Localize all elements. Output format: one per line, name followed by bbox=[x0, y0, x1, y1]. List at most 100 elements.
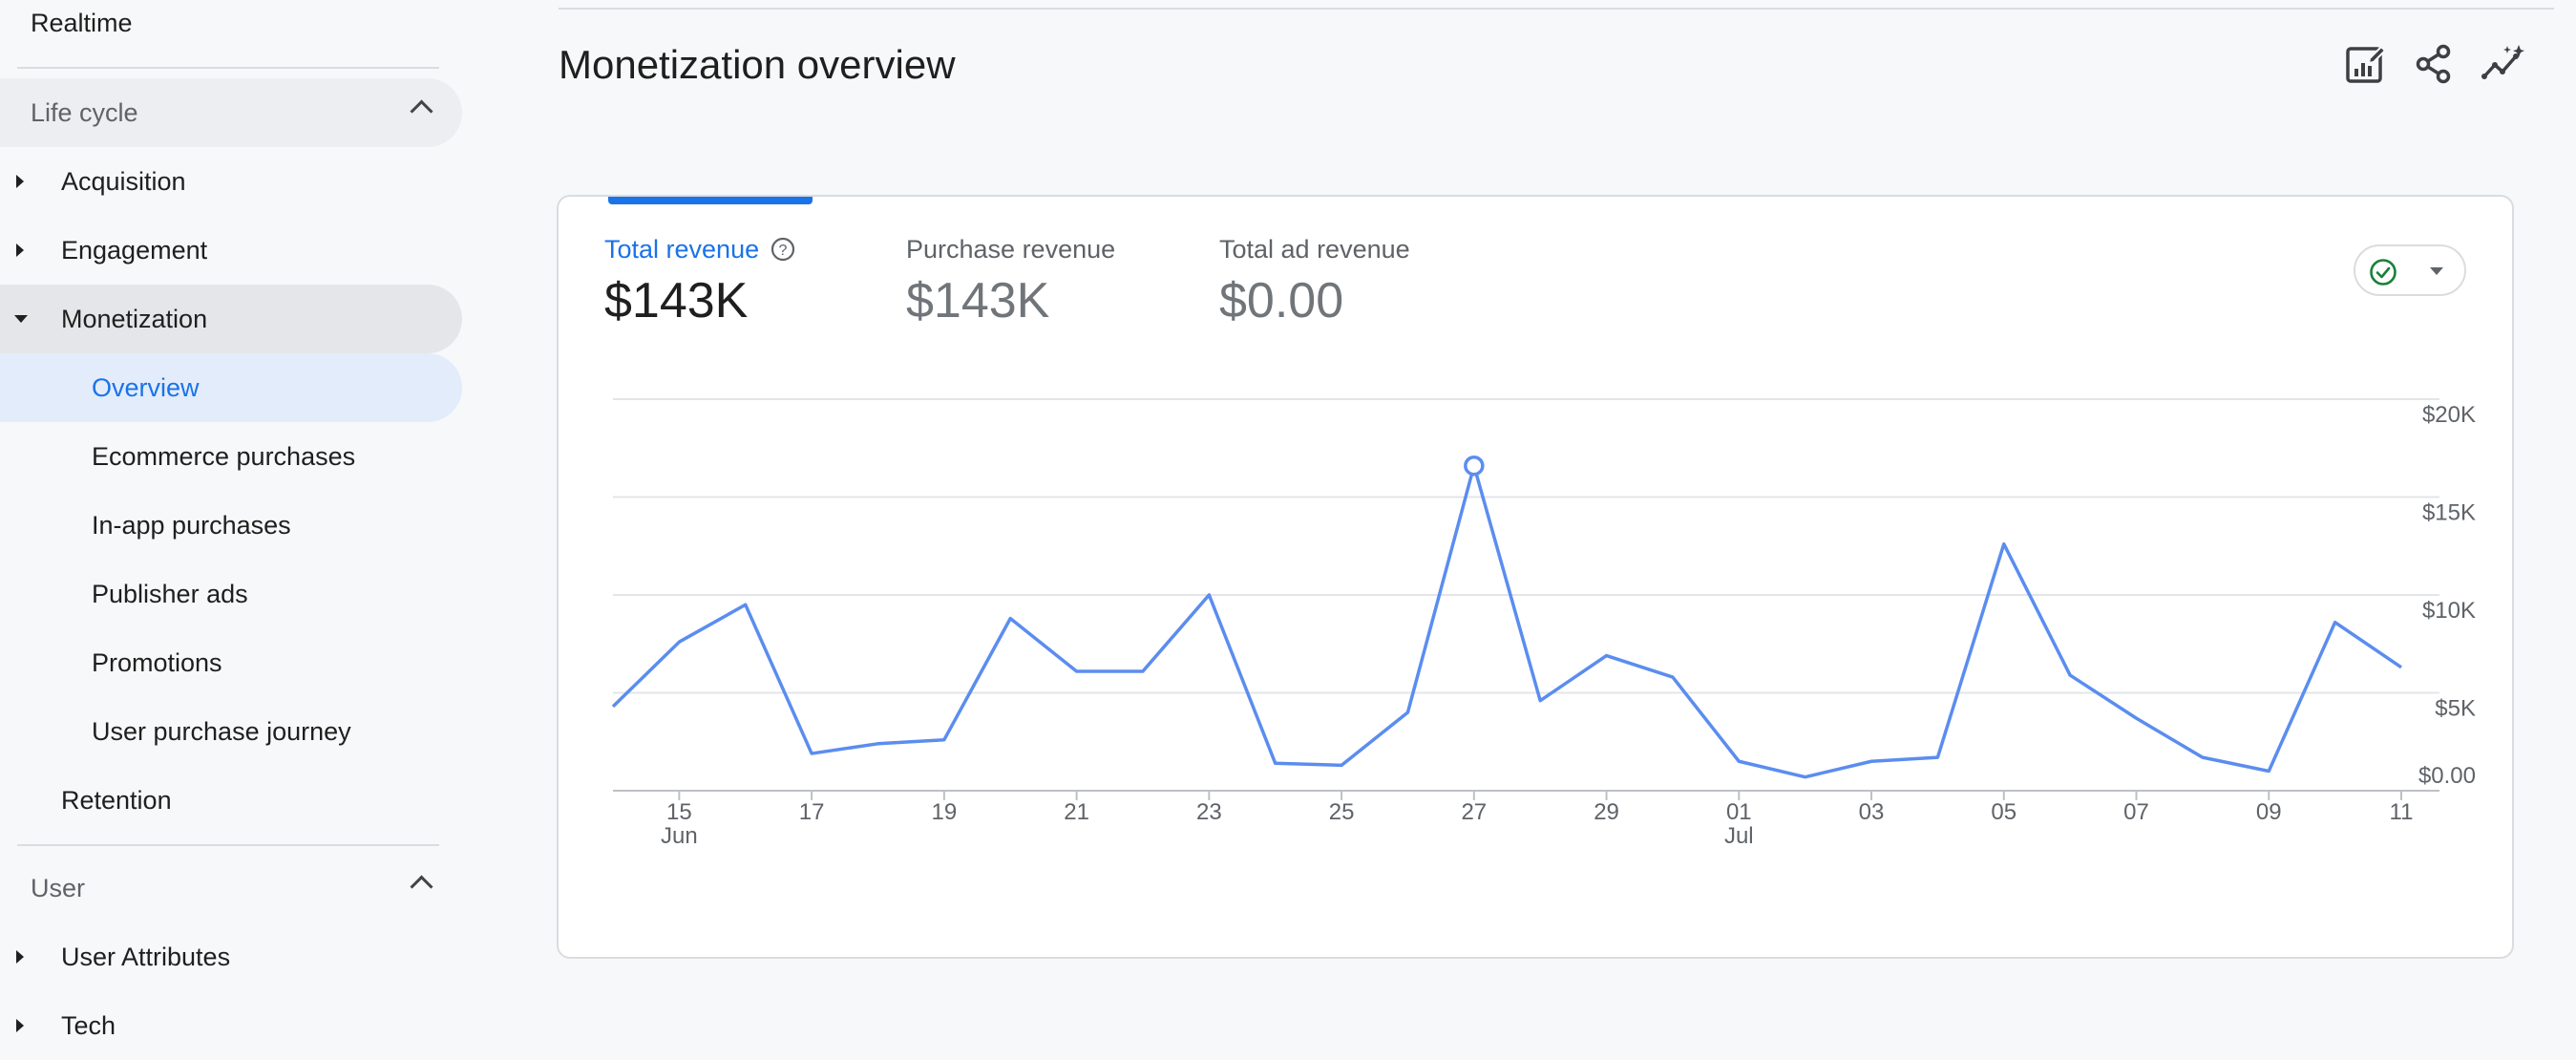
data-point bbox=[2001, 541, 2007, 547]
sidebar-section-user[interactable]: User bbox=[0, 854, 462, 922]
metric-value: $143K bbox=[604, 273, 749, 329]
y-tick-label: $5K bbox=[2435, 696, 2476, 722]
x-tick-sublabel: Jun bbox=[661, 823, 698, 849]
metric-label-container: Total revenue? bbox=[604, 235, 795, 265]
caret-right-icon bbox=[16, 244, 24, 257]
x-tick-label: 07 bbox=[2123, 799, 2149, 825]
y-tick-label: $10K bbox=[2422, 598, 2476, 624]
data-point bbox=[1339, 762, 1344, 768]
data-point bbox=[1934, 754, 1940, 760]
revenue-card: Total revenue? $143K Purchase revenue $1… bbox=[557, 195, 2514, 959]
x-tick-label: 23 bbox=[1196, 799, 1222, 825]
metric-label: Purchase revenue bbox=[906, 235, 1116, 264]
sidebar-item-label: User Attributes bbox=[61, 942, 231, 971]
sidebar-divider bbox=[17, 844, 439, 846]
sidebar-item-monetization[interactable]: Monetization bbox=[0, 285, 462, 353]
x-tick-label: 25 bbox=[1329, 799, 1355, 825]
caret-down-icon bbox=[14, 315, 28, 323]
sidebar-item-overview[interactable]: Overview bbox=[0, 353, 462, 422]
sidebar-item-label: Engagement bbox=[61, 235, 208, 265]
data-point bbox=[1140, 668, 1146, 674]
x-tick-label: 29 bbox=[1594, 799, 1619, 825]
data-point bbox=[2266, 769, 2271, 774]
sidebar-item-label: Tech bbox=[61, 1010, 116, 1040]
edit-report-icon[interactable] bbox=[2343, 42, 2387, 86]
check-circle-icon bbox=[2369, 258, 2397, 286]
share-icon[interactable] bbox=[2412, 42, 2456, 86]
data-point bbox=[610, 704, 616, 710]
data-point bbox=[1869, 758, 1874, 764]
x-tick-label: 19 bbox=[932, 799, 958, 825]
metric-label: Total revenue bbox=[604, 235, 760, 264]
data-point bbox=[1074, 668, 1080, 674]
sidebar-item-engagement[interactable]: Engagement bbox=[0, 216, 462, 285]
sidebar-item-label: In-app purchases bbox=[92, 510, 291, 540]
x-tick-sublabel: Jul bbox=[1724, 823, 1754, 849]
data-point bbox=[2398, 665, 2404, 670]
x-tick-label: 17 bbox=[799, 799, 825, 825]
metric-total-revenue[interactable]: Total revenue? $143K bbox=[604, 235, 795, 329]
dropdown-arrow-icon bbox=[2430, 267, 2443, 275]
sidebar-item-in-app-purchases[interactable]: In-app purchases bbox=[0, 491, 462, 560]
sidebar-item-user-purchase-journey[interactable]: User purchase journey bbox=[0, 697, 462, 766]
data-point bbox=[1803, 774, 1808, 780]
sidebar-item-tech[interactable]: Tech bbox=[0, 991, 462, 1060]
sidebar-item-label: Acquisition bbox=[61, 166, 186, 196]
data-point bbox=[2134, 715, 2140, 721]
data-point bbox=[1007, 616, 1013, 622]
series-line bbox=[611, 463, 2402, 779]
comparison-dropdown-button[interactable] bbox=[2354, 244, 2466, 296]
x-tick-label: 21 bbox=[1064, 799, 1089, 825]
data-point bbox=[743, 602, 749, 607]
sidebar-item-promotions[interactable]: Promotions bbox=[0, 628, 462, 697]
x-tick-label: 05 bbox=[1991, 799, 2016, 825]
metric-purchase-revenue[interactable]: Purchase revenue $143K bbox=[906, 235, 1115, 329]
sidebar-item-ecommerce-purchases[interactable]: Ecommerce purchases bbox=[0, 422, 462, 491]
top-divider bbox=[559, 8, 2554, 10]
sidebar-section-lifecycle[interactable]: Life cycle bbox=[0, 78, 462, 147]
data-point bbox=[2333, 620, 2338, 625]
data-point bbox=[1604, 653, 1610, 659]
data-point bbox=[676, 639, 682, 645]
insights-icon[interactable] bbox=[2481, 42, 2524, 86]
metric-value: $143K bbox=[906, 273, 1050, 329]
y-tick-label: $0.00 bbox=[2418, 763, 2476, 789]
sidebar-item-label: Ecommerce purchases bbox=[92, 441, 356, 471]
section-title: Life cycle bbox=[31, 97, 138, 127]
caret-right-icon bbox=[16, 175, 24, 188]
sidebar-item-label: User purchase journey bbox=[92, 716, 351, 746]
x-tick-label: 11 bbox=[2390, 799, 2414, 825]
x-tick-label: 09 bbox=[2256, 799, 2282, 825]
data-point bbox=[1537, 698, 1543, 704]
caret-right-icon bbox=[16, 950, 24, 964]
chevron-up-icon bbox=[410, 99, 433, 123]
sidebar-item-publisher-ads[interactable]: Publisher ads bbox=[0, 560, 462, 628]
data-point bbox=[1736, 758, 1742, 764]
data-point bbox=[2200, 754, 2206, 760]
sidebar-item-label: Retention bbox=[61, 785, 172, 815]
sidebar-item-acquisition[interactable]: Acquisition bbox=[0, 147, 462, 216]
data-point bbox=[875, 741, 880, 747]
active-tab-indicator bbox=[608, 197, 813, 204]
sidebar-item-label: Realtime bbox=[31, 8, 133, 37]
svg-text:?: ? bbox=[779, 243, 788, 259]
metric-label: Total ad revenue bbox=[1219, 235, 1410, 264]
help-icon[interactable]: ? bbox=[771, 237, 795, 262]
sidebar-item-label: Promotions bbox=[92, 647, 222, 677]
data-point bbox=[809, 751, 814, 756]
x-tick-label: 27 bbox=[1461, 799, 1487, 825]
data-point bbox=[1404, 710, 1410, 715]
page-title: Monetization overview bbox=[559, 42, 956, 87]
x-tick-label: 15 bbox=[666, 799, 692, 825]
data-point bbox=[2067, 672, 2073, 678]
x-tick-label: 03 bbox=[1859, 799, 1885, 825]
section-title: User bbox=[31, 873, 86, 902]
sidebar-item-retention[interactable]: Retention bbox=[0, 766, 462, 835]
caret-right-icon bbox=[16, 1019, 24, 1032]
sidebar-item-user-attributes[interactable]: User Attributes bbox=[0, 922, 462, 991]
sidebar: Realtime Life cycle Acquisition Engageme… bbox=[0, 0, 468, 1052]
data-point bbox=[941, 737, 947, 743]
metric-total-ad-revenue[interactable]: Total ad revenue $0.00 bbox=[1219, 235, 1410, 329]
metric-value: $0.00 bbox=[1219, 273, 1344, 329]
